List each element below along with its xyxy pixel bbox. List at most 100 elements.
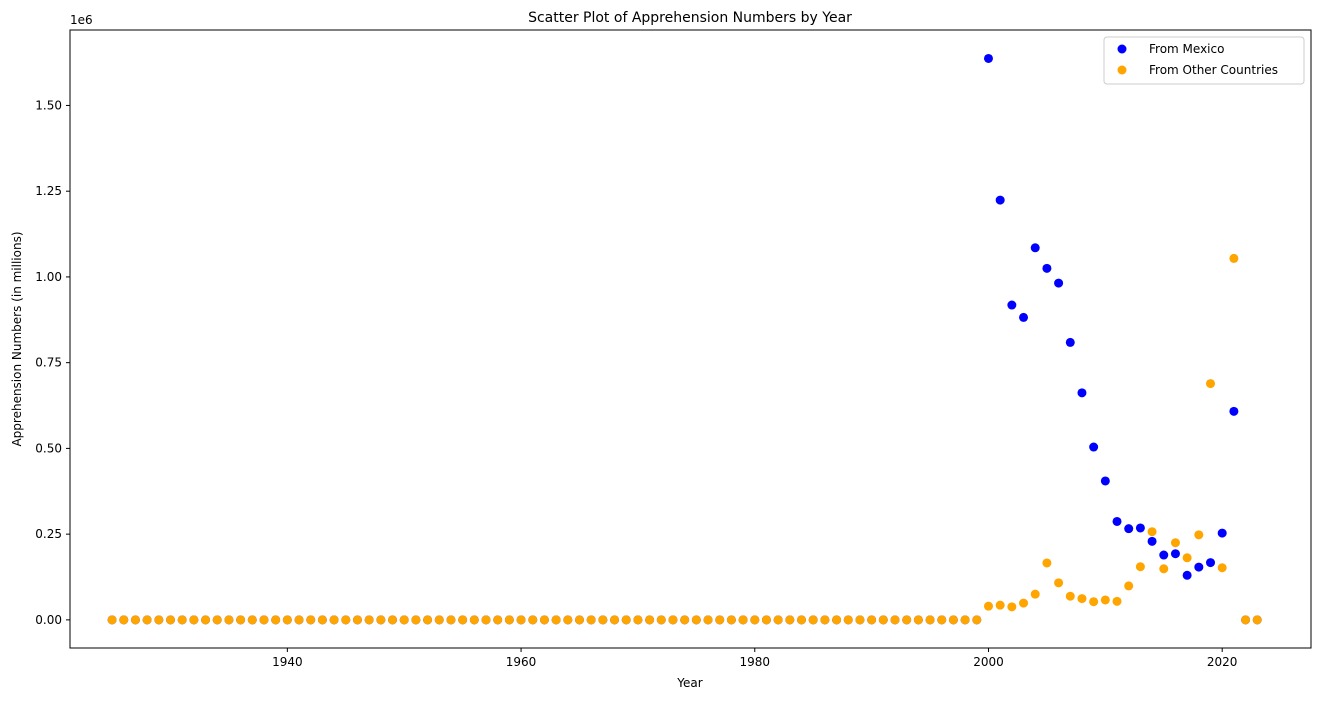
data-point <box>165 615 175 625</box>
data-point <box>913 615 923 625</box>
data-point <box>224 615 234 625</box>
data-point <box>504 615 514 625</box>
data-point <box>294 615 304 625</box>
data-point <box>1019 598 1029 608</box>
data-point <box>177 615 187 625</box>
data-point <box>1135 523 1145 533</box>
data-point <box>691 615 701 625</box>
series-from-other-countries <box>107 253 1262 625</box>
data-point <box>598 615 608 625</box>
data-point <box>960 615 970 625</box>
data-point <box>1135 562 1145 572</box>
data-point <box>878 615 888 625</box>
data-points <box>107 53 1262 625</box>
data-point <box>785 615 795 625</box>
data-point <box>1007 300 1017 310</box>
data-point <box>212 615 222 625</box>
data-point <box>317 615 327 625</box>
data-point <box>750 615 760 625</box>
series-from-mexico <box>107 53 1262 625</box>
data-point <box>715 615 725 625</box>
data-point <box>983 53 993 63</box>
x-tick-label: 2000 <box>973 655 1004 669</box>
y-tick-label: 1.50 <box>35 98 62 112</box>
data-point <box>621 615 631 625</box>
data-point <box>1194 530 1204 540</box>
y-tick-label: 1.25 <box>35 184 62 198</box>
data-point <box>586 615 596 625</box>
data-point <box>458 615 468 625</box>
data-point <box>282 615 292 625</box>
data-point <box>937 615 947 625</box>
data-point <box>1100 476 1110 486</box>
data-point <box>1007 602 1017 612</box>
data-point <box>773 615 783 625</box>
data-point <box>130 615 140 625</box>
data-point <box>995 600 1005 610</box>
data-point <box>1089 597 1099 607</box>
data-point <box>1077 388 1087 398</box>
data-point <box>364 615 374 625</box>
data-point <box>633 615 643 625</box>
data-point <box>1194 562 1204 572</box>
data-point <box>423 615 433 625</box>
data-point <box>1206 379 1216 389</box>
data-point <box>1159 564 1169 574</box>
data-point <box>1124 581 1134 591</box>
data-point <box>1241 615 1251 625</box>
data-point <box>388 615 398 625</box>
data-point <box>656 615 666 625</box>
data-point <box>820 615 830 625</box>
data-point <box>843 615 853 625</box>
data-point <box>902 615 912 625</box>
chart-title: Scatter Plot of Apprehension Numbers by … <box>528 10 852 26</box>
axis-ticks: 1940 1960 1980 2000 2020 0.00 0.25 0.50 0.75 1.00… <box>35 98 1237 669</box>
data-point <box>832 615 842 625</box>
data-point <box>1030 589 1040 599</box>
data-point <box>119 615 129 625</box>
data-point <box>1229 406 1239 416</box>
data-point <box>948 615 958 625</box>
data-point <box>983 601 993 611</box>
data-point <box>154 615 164 625</box>
data-point <box>925 615 935 625</box>
data-point <box>1182 553 1192 563</box>
data-point <box>1112 516 1122 526</box>
data-point <box>1170 538 1180 548</box>
data-point <box>201 615 211 625</box>
data-point <box>645 615 655 625</box>
plot-frame <box>69 29 1312 649</box>
data-point <box>995 195 1005 205</box>
data-point <box>1206 558 1216 568</box>
y-tick-label: 0.50 <box>35 441 62 455</box>
x-tick-label: 2020 <box>1207 655 1238 669</box>
data-point <box>189 615 199 625</box>
data-point <box>808 615 818 625</box>
data-point <box>236 615 246 625</box>
data-point <box>1217 528 1227 538</box>
y-tick-label: 0.00 <box>35 613 62 627</box>
y-axis-label: Apprehension Numbers (in millions) <box>10 231 24 446</box>
data-point <box>352 615 362 625</box>
data-point <box>528 615 538 625</box>
data-point <box>574 615 584 625</box>
data-point <box>306 615 316 625</box>
data-point <box>563 615 573 625</box>
data-point <box>1054 278 1064 288</box>
y-tick-label: 0.25 <box>35 527 62 541</box>
data-point <box>1159 550 1169 560</box>
legend-box <box>1103 36 1305 85</box>
data-point <box>1065 337 1075 347</box>
y-offset-label: 1e6 <box>70 13 93 27</box>
data-point <box>1077 594 1087 604</box>
data-point <box>376 615 386 625</box>
legend-marker <box>1117 44 1127 54</box>
data-point <box>610 615 620 625</box>
data-point <box>247 615 257 625</box>
data-point <box>1182 570 1192 580</box>
data-point <box>516 615 526 625</box>
data-point <box>271 615 281 625</box>
x-tick-label: 1980 <box>739 655 770 669</box>
x-tick-label: 1960 <box>506 655 537 669</box>
